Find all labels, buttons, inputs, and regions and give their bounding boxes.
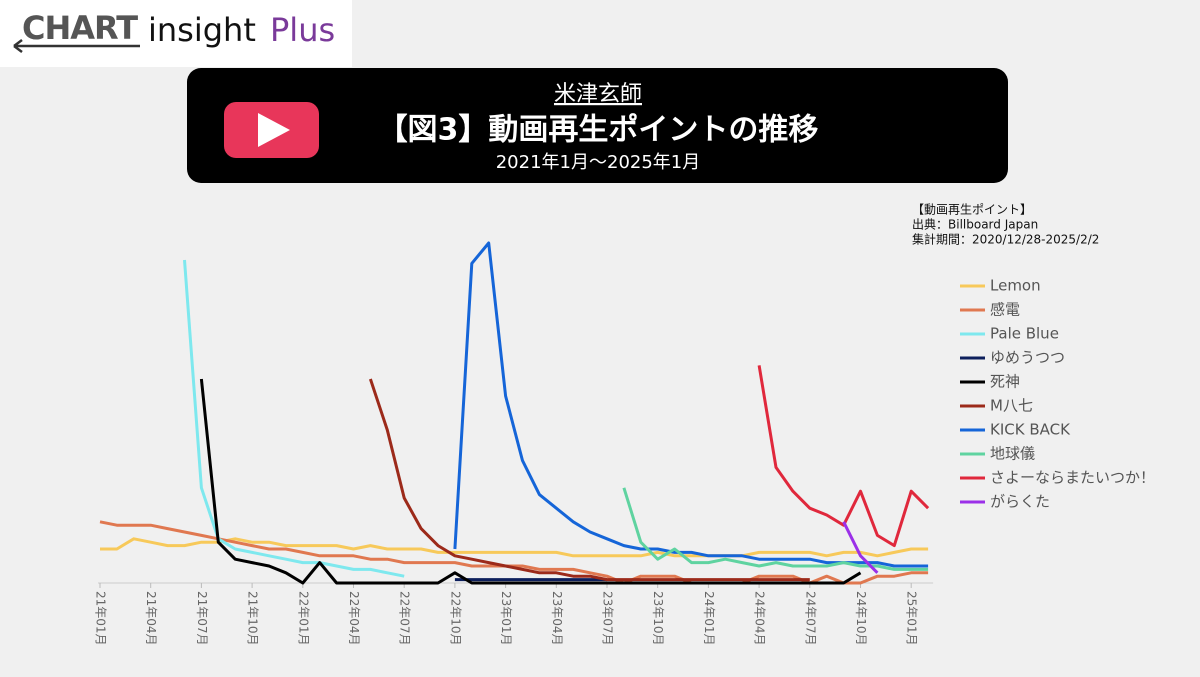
chart-title: 【図3】動画再生ポイントの推移 [378,113,819,148]
x-tick-label: 21年01月 [94,591,108,646]
x-tick-label: 22年07月 [398,591,412,646]
chart-subtitle: 2021年1月～2025年1月 [496,152,701,173]
note: 出典：Billboard Japan [912,218,1038,232]
x-tick-label: 21年07月 [195,591,209,646]
series-line [199,378,862,585]
legend-label: がらくた [990,493,1050,511]
logo-arrow [13,39,140,53]
x-tick-label: 21年04月 [144,591,158,646]
x-tick-label: 24年01月 [702,591,716,646]
x-tick-label: 22年04月 [347,591,361,646]
header-box [187,68,1008,183]
x-tick-label: 23年01月 [499,591,513,646]
x-tick-label: 22年10月 [448,591,462,646]
series-line [368,378,810,582]
artist: 米津玄師 [554,82,642,107]
series-line [842,521,879,574]
x-tick-label: 23年04月 [550,591,564,646]
series-line [100,537,929,558]
legend-label: ゆめうつつ [990,349,1065,367]
legend-label: 地球儀 [990,445,1035,463]
legend-label: Pale Blue [990,325,1059,343]
series-line [99,520,929,585]
legend-label: さよーならまたいつか！ [990,469,1155,487]
note: 【動画再生ポイント】 [912,203,1032,217]
logo-product: insight [148,11,256,49]
series-line [622,487,929,571]
legend-label: 死神 [990,373,1020,391]
x-tick-label: 23年10月 [651,591,665,646]
legend-label: KICK BACK [990,421,1071,439]
x-tick-label: 22年01月 [296,591,310,646]
logo-edition: Plus [270,11,335,49]
legend-label: M八七 [990,397,1033,415]
logo-box [0,0,352,67]
play-triangle [258,113,290,147]
x-tick-label: 24年04月 [753,591,767,646]
legend-label: Lemon [990,277,1041,295]
series-line [757,365,930,548]
x-tick-label: 24年10月 [854,591,868,646]
x-tick-label: 24年07月 [803,591,817,646]
x-tick-label: 25年01月 [905,591,919,646]
logo-brand: CHART [22,9,138,47]
x-tick-label: 21年10月 [246,591,260,646]
legend-label: 感電 [990,301,1020,319]
note: 集計期間：2020/12/28-2025/2/2 [912,232,1099,247]
series-line [183,259,405,578]
x-tick-label: 23年07月 [601,591,615,646]
